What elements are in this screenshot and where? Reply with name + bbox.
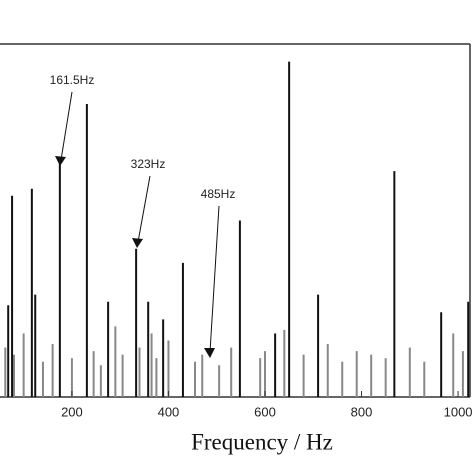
x-tick-label: 1000 (444, 404, 473, 419)
x-tick-label: 600 (254, 404, 276, 419)
x-tick-label: 800 (351, 404, 373, 419)
arrow-head (55, 156, 66, 166)
x-tick-label: 200 (61, 404, 83, 419)
annotation: 323Hz (131, 157, 166, 171)
annotation-arrow (209, 205, 220, 353)
arrow-head (132, 238, 143, 248)
annotation: 485Hz (201, 187, 236, 201)
annotation: 161.5Hz (50, 73, 95, 87)
arrow-head (204, 348, 215, 358)
annotation-arrow (137, 175, 151, 243)
x-tick-label: 400 (158, 404, 180, 419)
x-axis-label: Frequency / Hz (191, 429, 333, 454)
annotation-arrow (60, 91, 73, 161)
plot (4, 61, 470, 397)
